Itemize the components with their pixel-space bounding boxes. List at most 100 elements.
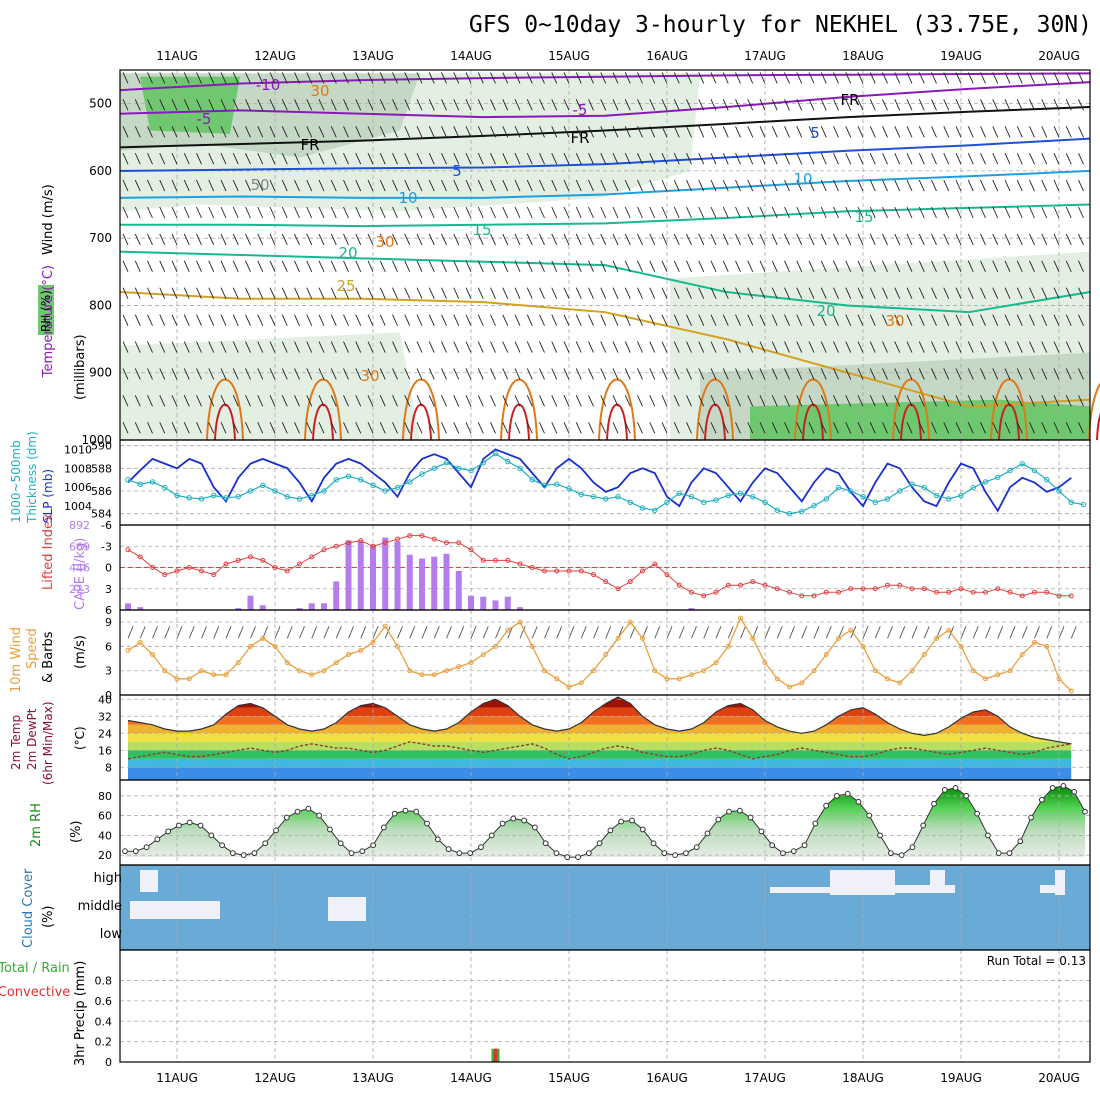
- wind-barb: [220, 422, 227, 434]
- wind-barb: [343, 206, 349, 219]
- wind-barb: [649, 368, 656, 380]
- wind-barb: [796, 422, 803, 434]
- rh-point: [359, 848, 366, 855]
- wind-barb: [122, 341, 129, 353]
- rh-point: [434, 836, 441, 843]
- wind-barb: [318, 152, 325, 165]
- rh-point: [812, 820, 819, 827]
- wind-barb: [502, 260, 509, 273]
- temp-band: [128, 767, 1072, 780]
- wind-barb: [637, 341, 643, 353]
- lifted-index-point: [627, 579, 633, 585]
- wind-barb: [294, 126, 300, 138]
- wind-barb: [747, 422, 754, 434]
- wind-barb: [330, 314, 337, 326]
- wind-speed-point: [321, 668, 327, 674]
- temp-band: [128, 733, 1072, 742]
- wind-barb: [220, 287, 227, 299]
- rh-legend-swatch: [38, 285, 54, 335]
- surface-wind-barb: [948, 626, 955, 639]
- thickness-point: [676, 490, 682, 496]
- lifted-index-point: [321, 547, 327, 553]
- wind-barb: [196, 72, 202, 84]
- wind-barb: [759, 341, 766, 353]
- wind-barb: [318, 179, 325, 192]
- wind-barb: [735, 179, 741, 192]
- wind-barb: [183, 287, 190, 299]
- wind-barb: [649, 341, 656, 353]
- rh-point: [909, 844, 916, 851]
- rh-shade-upper-green: [140, 76, 240, 134]
- wind-barb: [404, 152, 411, 165]
- wind-barb: [894, 72, 901, 84]
- wind-barb: [906, 126, 913, 138]
- wind-barb: [355, 260, 362, 273]
- wind-barb: [453, 314, 460, 326]
- wind-speed-point: [627, 619, 633, 625]
- wind-barb: [122, 260, 129, 273]
- lifted-index-point: [664, 572, 670, 578]
- wind-barb: [208, 314, 215, 326]
- wind-barb: [1016, 233, 1023, 246]
- wind-barb: [269, 368, 276, 380]
- wind-barb: [465, 422, 472, 434]
- contour-label: 10: [398, 189, 417, 207]
- wind-barb: [649, 395, 656, 407]
- surface-wind-barb: [715, 626, 722, 639]
- wind-barb: [416, 206, 423, 219]
- wind-barb: [147, 314, 153, 326]
- wind-barb: [955, 314, 962, 326]
- surface-wind-barb: [384, 626, 391, 639]
- lifted-index-point: [199, 568, 204, 574]
- wind-barb: [833, 287, 839, 299]
- rh-point: [229, 850, 236, 857]
- wind-barb: [306, 179, 313, 192]
- wind-barb: [404, 422, 411, 434]
- wind-barb: [575, 422, 582, 434]
- wind-barb: [857, 341, 864, 353]
- surface-wind-barb: [127, 626, 134, 639]
- wind-barb: [943, 395, 950, 407]
- precip-convective-bar: [494, 1048, 497, 1062]
- wind-barb: [796, 314, 803, 326]
- wind-barb: [147, 422, 153, 434]
- cloud-level-label: low: [100, 927, 123, 942]
- ylabel-thickness: Thickness (dm): [25, 431, 39, 524]
- wind-barb: [171, 341, 178, 353]
- wind-speed-point: [713, 660, 719, 666]
- wind-barb: [882, 99, 888, 111]
- wind-speed-point: [358, 647, 364, 653]
- surface-wind-barb: [1058, 626, 1065, 639]
- wind-barb: [281, 126, 288, 138]
- wind-barb: [147, 99, 153, 111]
- wind-barb: [1041, 126, 1048, 138]
- wind-barb: [490, 314, 496, 326]
- wind-barb: [673, 341, 680, 353]
- wind-barb: [980, 260, 986, 273]
- panel-fills: [38, 73, 1090, 950]
- wind-barb: [379, 99, 386, 111]
- wind-barb: [698, 395, 705, 407]
- wind-barb: [367, 233, 374, 246]
- rh-point: [283, 814, 290, 821]
- thickness-point: [284, 493, 290, 500]
- lifted-index-point: [799, 593, 805, 599]
- thickness-point: [419, 471, 425, 477]
- wind-barb: [465, 99, 472, 111]
- wind-barb: [698, 179, 705, 192]
- lifted-index-point: [358, 538, 364, 544]
- thickness-point: [333, 476, 339, 483]
- wind-barb: [122, 395, 129, 407]
- rh-point: [607, 827, 614, 834]
- wind-barb: [637, 206, 643, 219]
- wind-barb: [502, 287, 509, 299]
- date-tick-top: 19AUG: [940, 49, 982, 63]
- wind-barb: [147, 126, 153, 138]
- rh-point: [542, 840, 549, 847]
- contour-label: 20: [338, 244, 357, 262]
- thickness-point: [688, 493, 695, 500]
- date-tick-bottom: 14AUG: [450, 1071, 492, 1085]
- wind-barb: [673, 126, 680, 138]
- wind-barb: [441, 179, 447, 192]
- wind-barb: [918, 341, 925, 353]
